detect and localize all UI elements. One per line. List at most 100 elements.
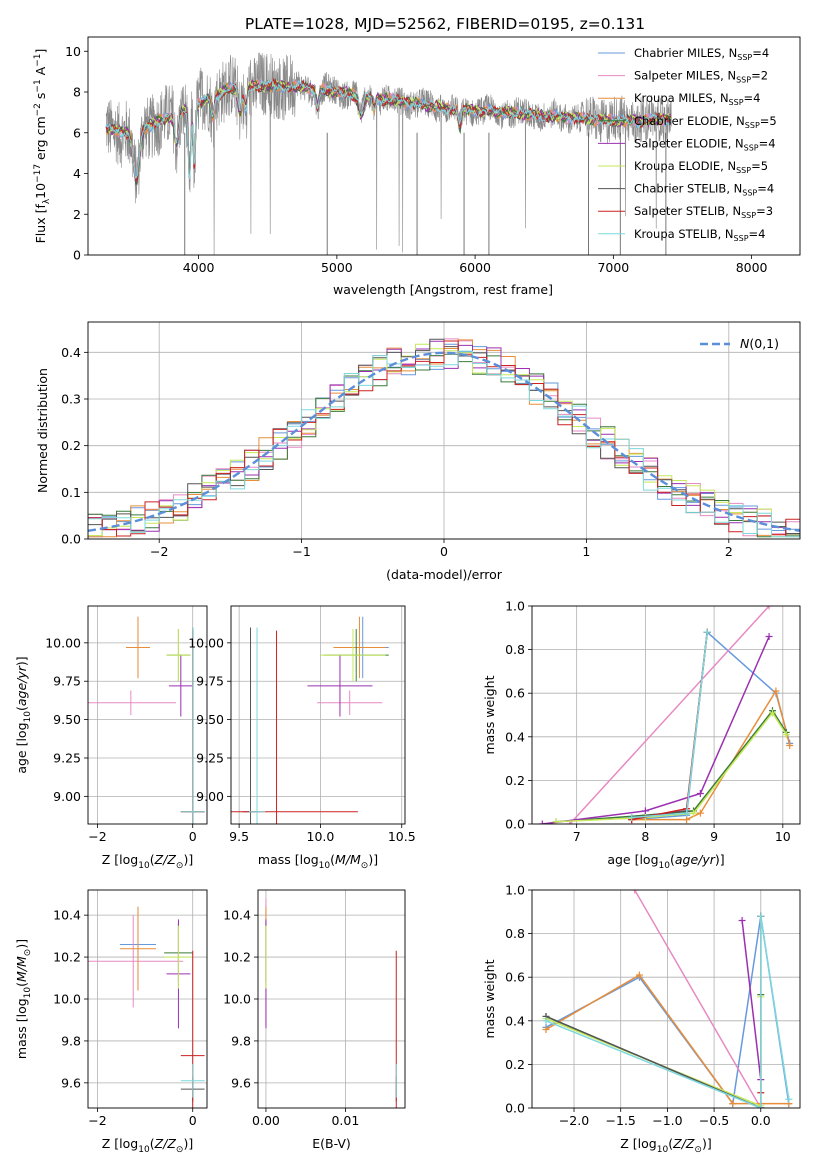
weight-marker xyxy=(765,606,773,610)
legend-entry: Kroupa MILES, NSSP=4 xyxy=(634,91,760,107)
y-tick-label: 9.8 xyxy=(231,1033,251,1048)
y-tick-label: 9.6 xyxy=(231,1075,251,1090)
axes-frame xyxy=(257,889,406,1109)
weight-marker xyxy=(542,1017,550,1025)
spectrum-model-kroupa-miles xyxy=(105,79,672,186)
y-tick-label: 0.2 xyxy=(61,438,81,453)
normal-curve xyxy=(88,351,800,532)
y-tick-label: 0.0 xyxy=(505,817,525,832)
y-axis-label: Normed distribution xyxy=(35,368,50,493)
panel-age_vs_mass: 9.5 10.0 10.5 9.00 9.25 9.50 9.75 10.00 mass [lo… xyxy=(188,605,416,871)
x-tick-label: 10.5 xyxy=(388,829,416,844)
plot-area-age_vs_mass xyxy=(231,616,389,824)
x-axis-label: Z [log10(Z/Z⊙)] xyxy=(102,852,193,871)
weight-line-chabrier-elodie xyxy=(556,709,787,823)
panel-age_vs_Z: −2 0 9.00 9.25 9.50 9.75 10.00 Z [log10(Z/Z⊙)] a… xyxy=(14,605,208,871)
histogram-salpeter-stelib xyxy=(88,340,800,537)
x-tick-label: 6000 xyxy=(459,260,491,275)
axes-frame xyxy=(230,605,406,825)
y-tick-label: 10.2 xyxy=(223,950,251,965)
y-axis-label: Flux [fλ10−17 erg cm−2 s−1 A−1] xyxy=(33,49,52,244)
y-tick-label: 9.75 xyxy=(53,674,81,689)
x-tick-label: −2.0 xyxy=(559,1113,589,1128)
y-tick-label: 9.00 xyxy=(196,789,224,804)
y-axis-label: mass weight xyxy=(482,959,497,1038)
panel-mass_vs_ebv: 0.00 0.01 9.6 9.8 10.0 10.2 10.4 xyxy=(223,889,406,1128)
panel-weight_vs_Z: −2.0 −1.5 −1.0 −0.5 0.0 0.0 0.2 0.4 0.6 0.8 1.0 Z [… xyxy=(482,883,801,1155)
axes-frame xyxy=(87,889,208,1109)
x-tick-label: 1 xyxy=(582,544,590,559)
weight-marker xyxy=(641,807,649,815)
axes-frame xyxy=(87,36,801,256)
x-tick-label: 7 xyxy=(573,829,581,844)
weight-marker xyxy=(769,709,777,717)
axes-frame xyxy=(531,605,801,825)
y-axis-label: mass [log10(M/M⊙)] xyxy=(14,939,33,1059)
plot-area-weight_vs_age xyxy=(538,606,794,824)
plot-area-spectrum xyxy=(105,52,672,255)
y-tick-label: 10.0 xyxy=(53,992,81,1007)
weight-marker xyxy=(772,687,780,695)
x-tick-label: −0.5 xyxy=(699,1113,729,1128)
y-axis-label: age [log10(age/yr)] xyxy=(14,656,33,773)
legend-entry: Kroupa ELODIE, NSSP=5 xyxy=(634,159,768,175)
legend-entry: Chabrier MILES, NSSP=4 xyxy=(634,46,769,62)
weight-line-salpeter-miles xyxy=(569,606,770,824)
y-tick-label: 0.6 xyxy=(505,686,525,701)
y-tick-label: 6 xyxy=(73,125,81,140)
weight-marker xyxy=(786,742,794,750)
histogram-kroupa-stelib xyxy=(88,350,800,538)
weight-marker xyxy=(631,890,639,894)
x-tick-label: −1 xyxy=(292,544,310,559)
x-axis-label: Z [log10(Z/Z⊙)] xyxy=(620,1136,711,1155)
x-tick-label: −1.5 xyxy=(606,1113,636,1128)
y-tick-label: 9.25 xyxy=(53,750,81,765)
x-tick-label: −2 xyxy=(88,829,106,844)
y-tick-label: 0.1 xyxy=(61,485,81,500)
x-tick-label: −2 xyxy=(150,544,168,559)
weight-marker xyxy=(683,816,691,824)
y-tick-label: 0.4 xyxy=(505,729,525,744)
y-tick-label: 0.2 xyxy=(505,1057,525,1072)
y-tick-label: 0.0 xyxy=(61,532,81,547)
weight-marker xyxy=(757,1104,765,1108)
x-tick-label: 2 xyxy=(725,544,733,559)
x-tick-label: 9.5 xyxy=(229,829,249,844)
y-tick-label: 10 xyxy=(65,44,81,59)
x-tick-label: 0.0 xyxy=(751,1113,771,1128)
plot-area-age_vs_Z xyxy=(88,616,205,824)
y-tick-label: 9.50 xyxy=(53,712,81,727)
axes-frame xyxy=(87,321,801,540)
y-tick-label: 10.4 xyxy=(223,908,251,923)
x-axis-label: (data-model)/error xyxy=(386,567,503,582)
weight-marker xyxy=(542,1026,550,1034)
x-tick-label: 9 xyxy=(710,829,718,844)
y-tick-label: 0.8 xyxy=(505,926,525,941)
x-tick-label: −1.0 xyxy=(652,1113,682,1128)
y-tick-label: 9.75 xyxy=(196,674,224,689)
y-tick-label: 10.2 xyxy=(53,950,81,965)
x-tick-label: 8 xyxy=(641,829,649,844)
weight-marker xyxy=(738,917,746,925)
panel-mass_vs_Z: −2 0 9.6 9.8 10.0 10.2 10.4 Z [log10(Z/Z⊙)] mass… xyxy=(14,889,208,1155)
y-tick-label: 2 xyxy=(73,207,81,222)
weight-marker xyxy=(757,912,765,920)
weight-marker xyxy=(628,813,636,821)
axes-frame xyxy=(531,889,801,1109)
plot-area-mass_vs_ebv xyxy=(265,898,397,1108)
y-tick-label: 4 xyxy=(73,166,81,181)
x-tick-label: 5000 xyxy=(321,260,353,275)
weight-marker xyxy=(635,971,643,979)
x-tick-label: 0.01 xyxy=(331,1113,359,1128)
x-tick-label: 0 xyxy=(189,829,197,844)
weight-marker xyxy=(552,818,560,824)
y-tick-label: 0.4 xyxy=(61,345,81,360)
legend-entry: Chabrier STELIB, NSSP=4 xyxy=(634,182,774,198)
x-axis-label: Z [log10(Z/Z⊙)] xyxy=(102,1136,193,1155)
y-tick-label: 0.2 xyxy=(505,773,525,788)
x-tick-label: 0 xyxy=(440,544,448,559)
legend-entry: Chabrier ELODIE, NSSP=5 xyxy=(634,114,777,130)
weight-marker xyxy=(689,809,697,817)
weight-marker xyxy=(696,809,704,817)
